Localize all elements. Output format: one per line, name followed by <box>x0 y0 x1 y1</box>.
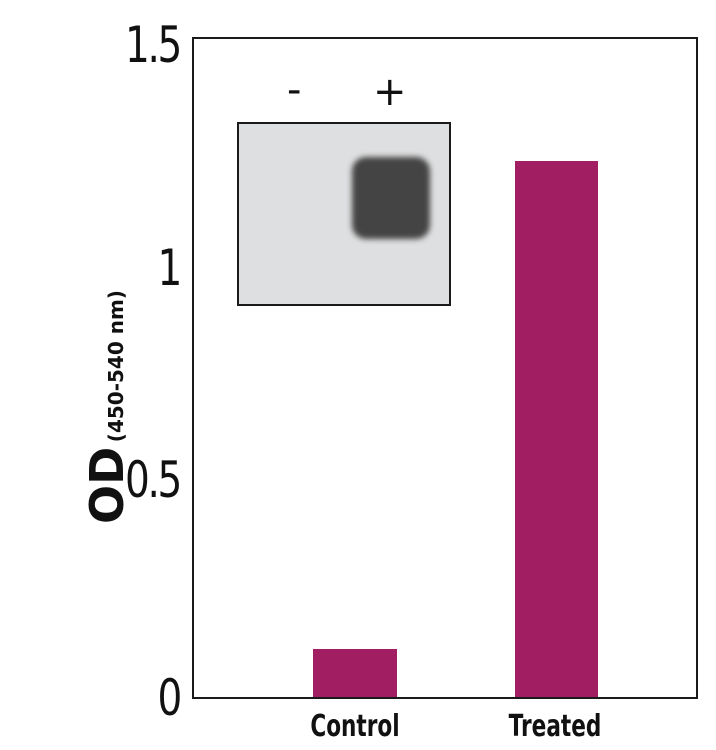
x-label-treated: Treated <box>508 709 602 744</box>
y-axis-label: OD (450-540 nm) <box>80 290 134 524</box>
y-tick-1: 1 <box>157 239 183 297</box>
y-axis-label-sub: (450-540 nm) <box>103 290 128 443</box>
blot-band <box>352 157 430 239</box>
y-tick-1.5: 1.5 <box>124 16 182 74</box>
y-tick-0.5: 0.5 <box>124 451 182 509</box>
bar-treated <box>515 161 598 697</box>
inset-lane-minus: - <box>287 67 302 113</box>
y-axis-label-main: OD <box>79 446 134 524</box>
plot-frame <box>192 37 698 699</box>
y-tick-0: 0 <box>157 669 183 727</box>
western-blot-inset <box>237 122 451 306</box>
bar-control <box>313 648 397 697</box>
x-label-control: Control <box>310 709 400 744</box>
inset-lane-plus: + <box>373 69 407 115</box>
